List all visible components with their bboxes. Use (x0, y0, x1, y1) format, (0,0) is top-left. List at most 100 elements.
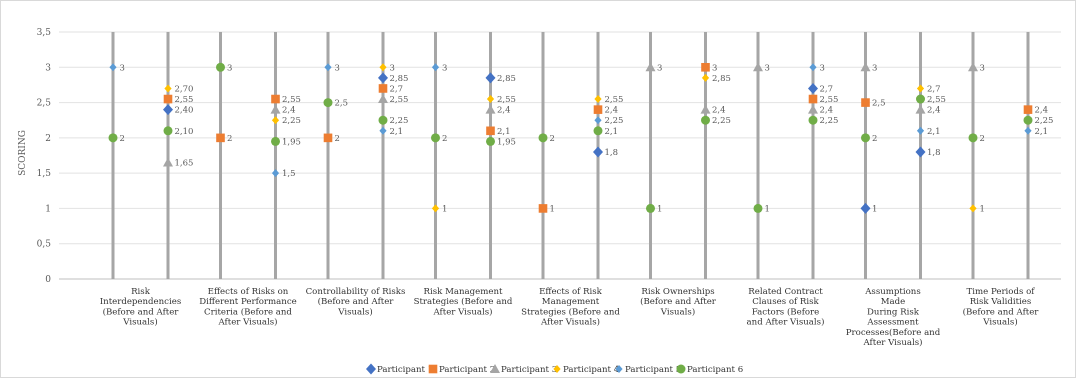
point-participant-6 (701, 115, 710, 125)
data-label: 2,4 (927, 106, 941, 116)
data-label: 2,1 (497, 127, 511, 137)
point-participant-2 (163, 94, 173, 104)
point-participant-1 (485, 72, 496, 84)
legend-marker-participant-2 (428, 364, 438, 374)
data-label: 2,4 (605, 106, 619, 116)
data-label: 3 (120, 63, 125, 73)
point-participant-1 (808, 82, 818, 94)
point-participant-5 (809, 63, 817, 72)
data-label: 1,8 (605, 148, 619, 158)
y-axis-ticks: 0 0,5 1 1,5 2 2,5 3 3,5 (37, 28, 52, 285)
point-participant-6 (1023, 115, 1033, 125)
point-participant-1 (163, 104, 173, 116)
data-label: 2,25 (605, 116, 624, 126)
point-participant-6 (163, 126, 173, 136)
point-participant-2 (486, 126, 495, 136)
data-label: 2 (442, 134, 447, 144)
point-participant-4 (969, 204, 977, 213)
point-participant-2 (861, 98, 870, 107)
data-label: 1 (657, 204, 662, 214)
point-participant-6 (646, 203, 655, 213)
point-participant-3 (645, 62, 656, 72)
data-label: 2,25 (820, 116, 839, 126)
point-participant-2 (701, 62, 710, 72)
point-participant-6 (378, 115, 388, 125)
data-label: 3 (820, 63, 825, 73)
data-label: 2,85 (390, 74, 409, 84)
point-participant-6 (108, 133, 118, 143)
data-label: 1,95 (282, 137, 301, 147)
category-label: Risk Management Strategies (Before and Aft… (414, 287, 513, 317)
point-participant-3 (968, 62, 978, 72)
y-tick-label: 0 (45, 275, 51, 285)
point-participant-3 (270, 104, 281, 114)
legend: Participant 1 Participant 2 Participant 3 P… (366, 363, 743, 375)
data-label: 2,4 (712, 106, 726, 116)
data-label: 2,55 (605, 95, 624, 105)
point-participant-2 (216, 133, 225, 143)
point-participant-2 (593, 105, 603, 114)
category-label: Related Contract Clauses of Risk Factors (… (747, 287, 825, 328)
legend-label-participant-4: Participant 4 (563, 365, 620, 375)
data-label: 2,55 (497, 95, 516, 105)
data-label: 2 (227, 134, 232, 144)
data-label: 2,25 (712, 116, 731, 126)
point-participant-1 (593, 146, 603, 158)
point-participant-5 (594, 116, 602, 125)
data-label: 2,25 (282, 116, 301, 126)
legend-marker-participant-5 (615, 365, 623, 373)
data-label: 2,5 (335, 99, 349, 109)
legend-label-participant-3: Participant 3 (501, 365, 557, 375)
point-participant-5 (109, 63, 117, 72)
legend-marker-participant-6 (676, 364, 686, 374)
point-participant-4 (271, 116, 280, 125)
data-label: 2 (120, 134, 125, 144)
data-label: 2 (335, 134, 340, 144)
category-label: Risk Ownerships (Before and After Visuals) (640, 287, 717, 317)
legend-label-participant-6: Participant 6 (687, 365, 743, 375)
legend-marker-participant-1 (366, 363, 376, 375)
data-label: 2,5 (872, 99, 886, 109)
category-labels: Risk Interdependencies (Before and After Vi… (100, 287, 1040, 348)
data-label: 1,65 (175, 159, 194, 169)
data-label: 2,1 (605, 127, 619, 137)
data-label: 2,1 (927, 127, 941, 137)
point-participant-3 (753, 62, 763, 72)
data-label: 2 (550, 134, 555, 144)
legend-marker-participant-4 (553, 365, 561, 373)
data-label: 2,55 (820, 95, 839, 105)
data-label: 3 (872, 63, 877, 73)
category-lines (111, 32, 1030, 279)
data-label: 2,55 (175, 95, 194, 105)
y-tick-label: 2,5 (37, 99, 52, 109)
point-participant-4 (486, 95, 495, 104)
category-label: Risk Interdependencies (Before and After Vi… (100, 287, 181, 328)
point-participant-6 (968, 133, 978, 143)
point-participant-6 (808, 115, 818, 125)
category-label: Effects of Risks on Different Performance… (199, 287, 297, 328)
data-label: 2,4 (497, 106, 511, 116)
y-tick-label: 0,5 (37, 240, 52, 250)
category-label: Controllability of Risks (Before and Afte… (306, 287, 406, 317)
point-participant-2 (808, 94, 818, 104)
y-tick-label: 1 (45, 204, 51, 214)
category-label: Effects of Risk Management Strategies (Bef… (521, 287, 620, 328)
y-tick-label: 1,5 (37, 169, 52, 179)
point-participant-3 (915, 104, 926, 114)
point-participant-6 (593, 126, 603, 136)
point-participant-3 (378, 94, 388, 104)
data-label: 1 (550, 204, 555, 214)
data-label: 3 (442, 63, 447, 73)
data-label: 2,55 (927, 95, 946, 105)
data-label: 2,4 (282, 106, 296, 116)
y-axis-label: SCORING (18, 130, 28, 176)
data-label: 2,85 (497, 74, 516, 84)
point-participant-6 (916, 94, 925, 104)
legend-label-participant-5: Participant 5 (625, 365, 681, 375)
data-label: 2 (980, 134, 985, 144)
point-participant-4 (916, 84, 925, 93)
data-label: 3 (657, 63, 662, 73)
point-participant-6 (861, 133, 870, 143)
point-participant-1 (915, 146, 926, 158)
